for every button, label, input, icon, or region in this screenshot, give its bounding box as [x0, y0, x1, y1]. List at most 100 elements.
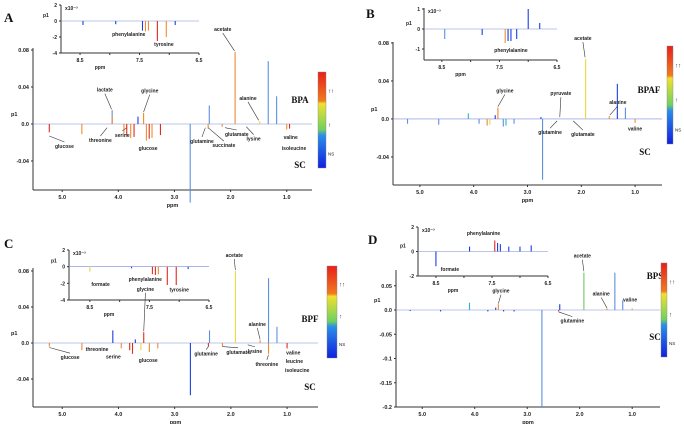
- y-tick-label: -0.05: [379, 332, 392, 338]
- metabolite-label: phenylalanine: [467, 231, 501, 237]
- metabolite-label: glutamine: [190, 139, 214, 145]
- leader-line: [247, 344, 256, 348]
- y-tick-label: -0.15: [379, 381, 392, 387]
- panel-c: C 0.08 0.04 0.0 -0.04 5.0 4.0 3.0 2.0 1.0 ppm p1 ace…: [4, 236, 345, 424]
- leader-line: [498, 294, 502, 304]
- metabolite-label: succinate: [212, 143, 235, 149]
- metabolite-label: tyrosine: [169, 288, 189, 294]
- metabolite-label: acetate: [574, 254, 591, 260]
- colorbar: [317, 71, 327, 169]
- inset-plot: 2 0 -2 8.5 7.5 6.5 ppm p1 phenylalanine formate x1…: [400, 225, 552, 294]
- x-tick-label: 6.5: [554, 65, 561, 71]
- metabolite-label: serine: [115, 133, 130, 139]
- group-label-bottom: SC: [639, 147, 651, 157]
- leader-line: [222, 32, 235, 52]
- y-tick-label: -0.04: [16, 377, 29, 383]
- y-tick-label: 0.0: [381, 117, 389, 123]
- x-tick-label: 7.5: [136, 58, 143, 64]
- leader-line: [205, 346, 209, 350]
- inset-scale-label: x10⁻³: [422, 228, 435, 234]
- group-label-top: BPAF: [638, 85, 661, 95]
- group-label-top: BPS: [647, 271, 664, 281]
- leader-line: [201, 127, 206, 138]
- group-label-top: BPA: [291, 95, 309, 105]
- metabolite-label: threonine: [86, 347, 109, 353]
- y-tick-label: -0.2: [383, 405, 392, 411]
- panel-letter: A: [4, 10, 14, 25]
- metabolite-label: threonine: [89, 138, 112, 144]
- group-label-bottom: SC: [649, 332, 661, 342]
- x-tick-label: 4.0: [471, 412, 479, 418]
- x-tick-label: 5.0: [416, 190, 424, 196]
- metabolite-label: glycine: [141, 89, 158, 95]
- x-tick-label: 6.5: [545, 281, 552, 287]
- leader-line: [233, 258, 236, 271]
- x-tick-label: 4.0: [470, 190, 478, 196]
- y-tick-label: 0.04: [18, 85, 30, 91]
- metabolite-label: phenylalanine: [494, 48, 528, 54]
- y-tick-label: 0.08: [18, 269, 29, 275]
- metabolite-label: serine: [106, 354, 121, 360]
- y-axis-label: p1: [43, 13, 49, 19]
- metabolite-label: glycine: [492, 289, 509, 295]
- x-tick-label: 7.5: [488, 281, 495, 287]
- y-tick-label: 0: [411, 250, 414, 256]
- colorbar-label: ↑: [669, 313, 672, 319]
- x-tick-label: 5.0: [58, 412, 66, 418]
- y-axis-label: p1: [406, 21, 412, 27]
- x-tick-label: 3.0: [171, 412, 179, 418]
- x-tick-label: 3.0: [171, 195, 179, 201]
- y-axis-label: p1: [11, 112, 17, 118]
- leader-line: [266, 354, 269, 361]
- metabolite-label: acetate: [214, 27, 231, 33]
- x-axis-label: ppm: [104, 312, 115, 318]
- x-tick-label: 2.0: [576, 412, 584, 418]
- y-tick-label: -0.04: [16, 159, 29, 165]
- x-tick-label: 7.5: [146, 305, 153, 311]
- metabolite-label: alanine: [593, 291, 610, 297]
- metabolite-label: tyrosine: [154, 42, 174, 48]
- metabolite-label: glutamine: [538, 130, 562, 136]
- x-tick-label: 2.0: [227, 412, 235, 418]
- y-tick-label: 1: [417, 7, 420, 13]
- x-axis-label: ppm: [167, 203, 179, 209]
- metabolite-label: lactate: [97, 88, 113, 94]
- x-tick-label: 8.5: [432, 281, 439, 287]
- x-axis-label: ppm: [522, 198, 534, 204]
- colorbar-label: NS: [669, 341, 675, 346]
- x-tick-label: 3.0: [524, 190, 532, 196]
- colorbar-label: ↑↑: [339, 282, 345, 288]
- metabolite-label: alanine: [249, 322, 266, 328]
- leader-line: [559, 97, 562, 118]
- x-tick-label: 1.0: [628, 412, 636, 418]
- x-tick-label: 5.0: [418, 412, 426, 418]
- metabolite-label: valine: [284, 135, 298, 141]
- panel-b: B 0.08 0.04 0.0 -0.04 5.0 4.0 3.0 2.0 1.0 ppm p1 ace…: [366, 6, 681, 204]
- metabolite-label: glucose: [55, 144, 74, 150]
- inset-plot: 2 0 -2 -4 8.5 7.5 6.5 ppm p1 formate phenylalanine…: [51, 248, 213, 318]
- metabolite-label: formate: [91, 282, 110, 288]
- metabolite-label: phenylalanine: [129, 277, 163, 283]
- metabolite-label: glycine: [137, 287, 154, 293]
- leader-line: [256, 327, 261, 340]
- x-axis-label: ppm: [522, 420, 534, 424]
- panel-letter: C: [4, 236, 13, 251]
- metabolite-label: glutamate: [226, 350, 250, 356]
- x-tick-label: 3.0: [523, 412, 531, 418]
- x-tick-label: 8.5: [77, 58, 84, 64]
- colorbar-label: NS: [328, 152, 334, 157]
- x-tick-label: 4.0: [115, 412, 123, 418]
- x-tick-label: 5.0: [58, 195, 66, 201]
- colorbar-label: ↑↑: [328, 89, 334, 95]
- metabolite-label: glycine: [496, 88, 513, 94]
- metabolite-label: glucose: [139, 146, 158, 152]
- metabolite-label: alanine: [239, 96, 256, 102]
- x-axis-label: ppm: [455, 72, 466, 78]
- colorbar: [660, 262, 668, 358]
- panel-a: A 0.08 0.04 0.0 -0.04 5.0 4.0 3.0 2.0 1.0 ppm p1 ace…: [4, 3, 334, 209]
- metabolite-label: glutamine: [194, 352, 218, 358]
- leader-line: [143, 292, 146, 332]
- y-tick-label: 2: [54, 3, 57, 9]
- group-label-top: BPF: [302, 314, 320, 324]
